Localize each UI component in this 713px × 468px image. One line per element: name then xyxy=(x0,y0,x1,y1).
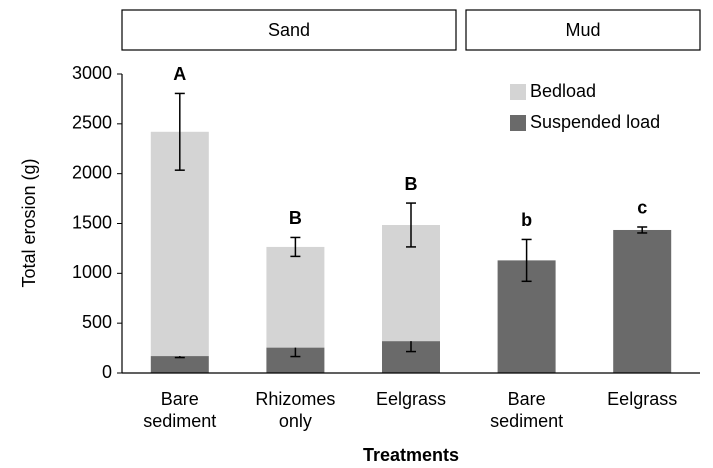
significance-letter: B xyxy=(289,208,302,228)
y-tick-label: 1000 xyxy=(72,262,112,282)
significance-letter: B xyxy=(405,174,418,194)
bar-segment xyxy=(266,246,325,348)
x-tick-label: Eelgrass xyxy=(607,389,678,409)
x-tick-label: Bare sediment xyxy=(490,389,564,431)
y-tick-label: 2500 xyxy=(72,113,112,133)
group-box xyxy=(121,9,457,51)
group-label: Mud xyxy=(565,20,600,40)
y-tick-label: 3000 xyxy=(72,63,112,83)
legend-swatch xyxy=(510,84,526,100)
x-tick-label: Bare sediment xyxy=(143,389,217,431)
group-box xyxy=(465,9,701,51)
bar-segment xyxy=(150,356,209,373)
y-tick-label: 2000 xyxy=(72,162,112,182)
y-axis-title: Total erosion (g) xyxy=(19,158,39,287)
legend-label: Bedload xyxy=(530,81,596,101)
y-tick-label: 1500 xyxy=(72,212,112,232)
bar-segment xyxy=(613,229,672,373)
x-tick-label: Rhizomes only xyxy=(255,389,336,431)
significance-letter: A xyxy=(173,64,186,84)
significance-letter: c xyxy=(637,198,647,218)
y-tick-label: 0 xyxy=(102,362,112,382)
group-label: Sand xyxy=(268,20,310,40)
legend-swatch xyxy=(510,115,526,131)
significance-letter: b xyxy=(521,210,532,230)
legend-label: Suspended load xyxy=(530,112,660,132)
x-axis-title: Treatments xyxy=(363,445,459,465)
x-tick-label: Eelgrass xyxy=(375,389,447,409)
y-tick-label: 500 xyxy=(82,312,112,332)
